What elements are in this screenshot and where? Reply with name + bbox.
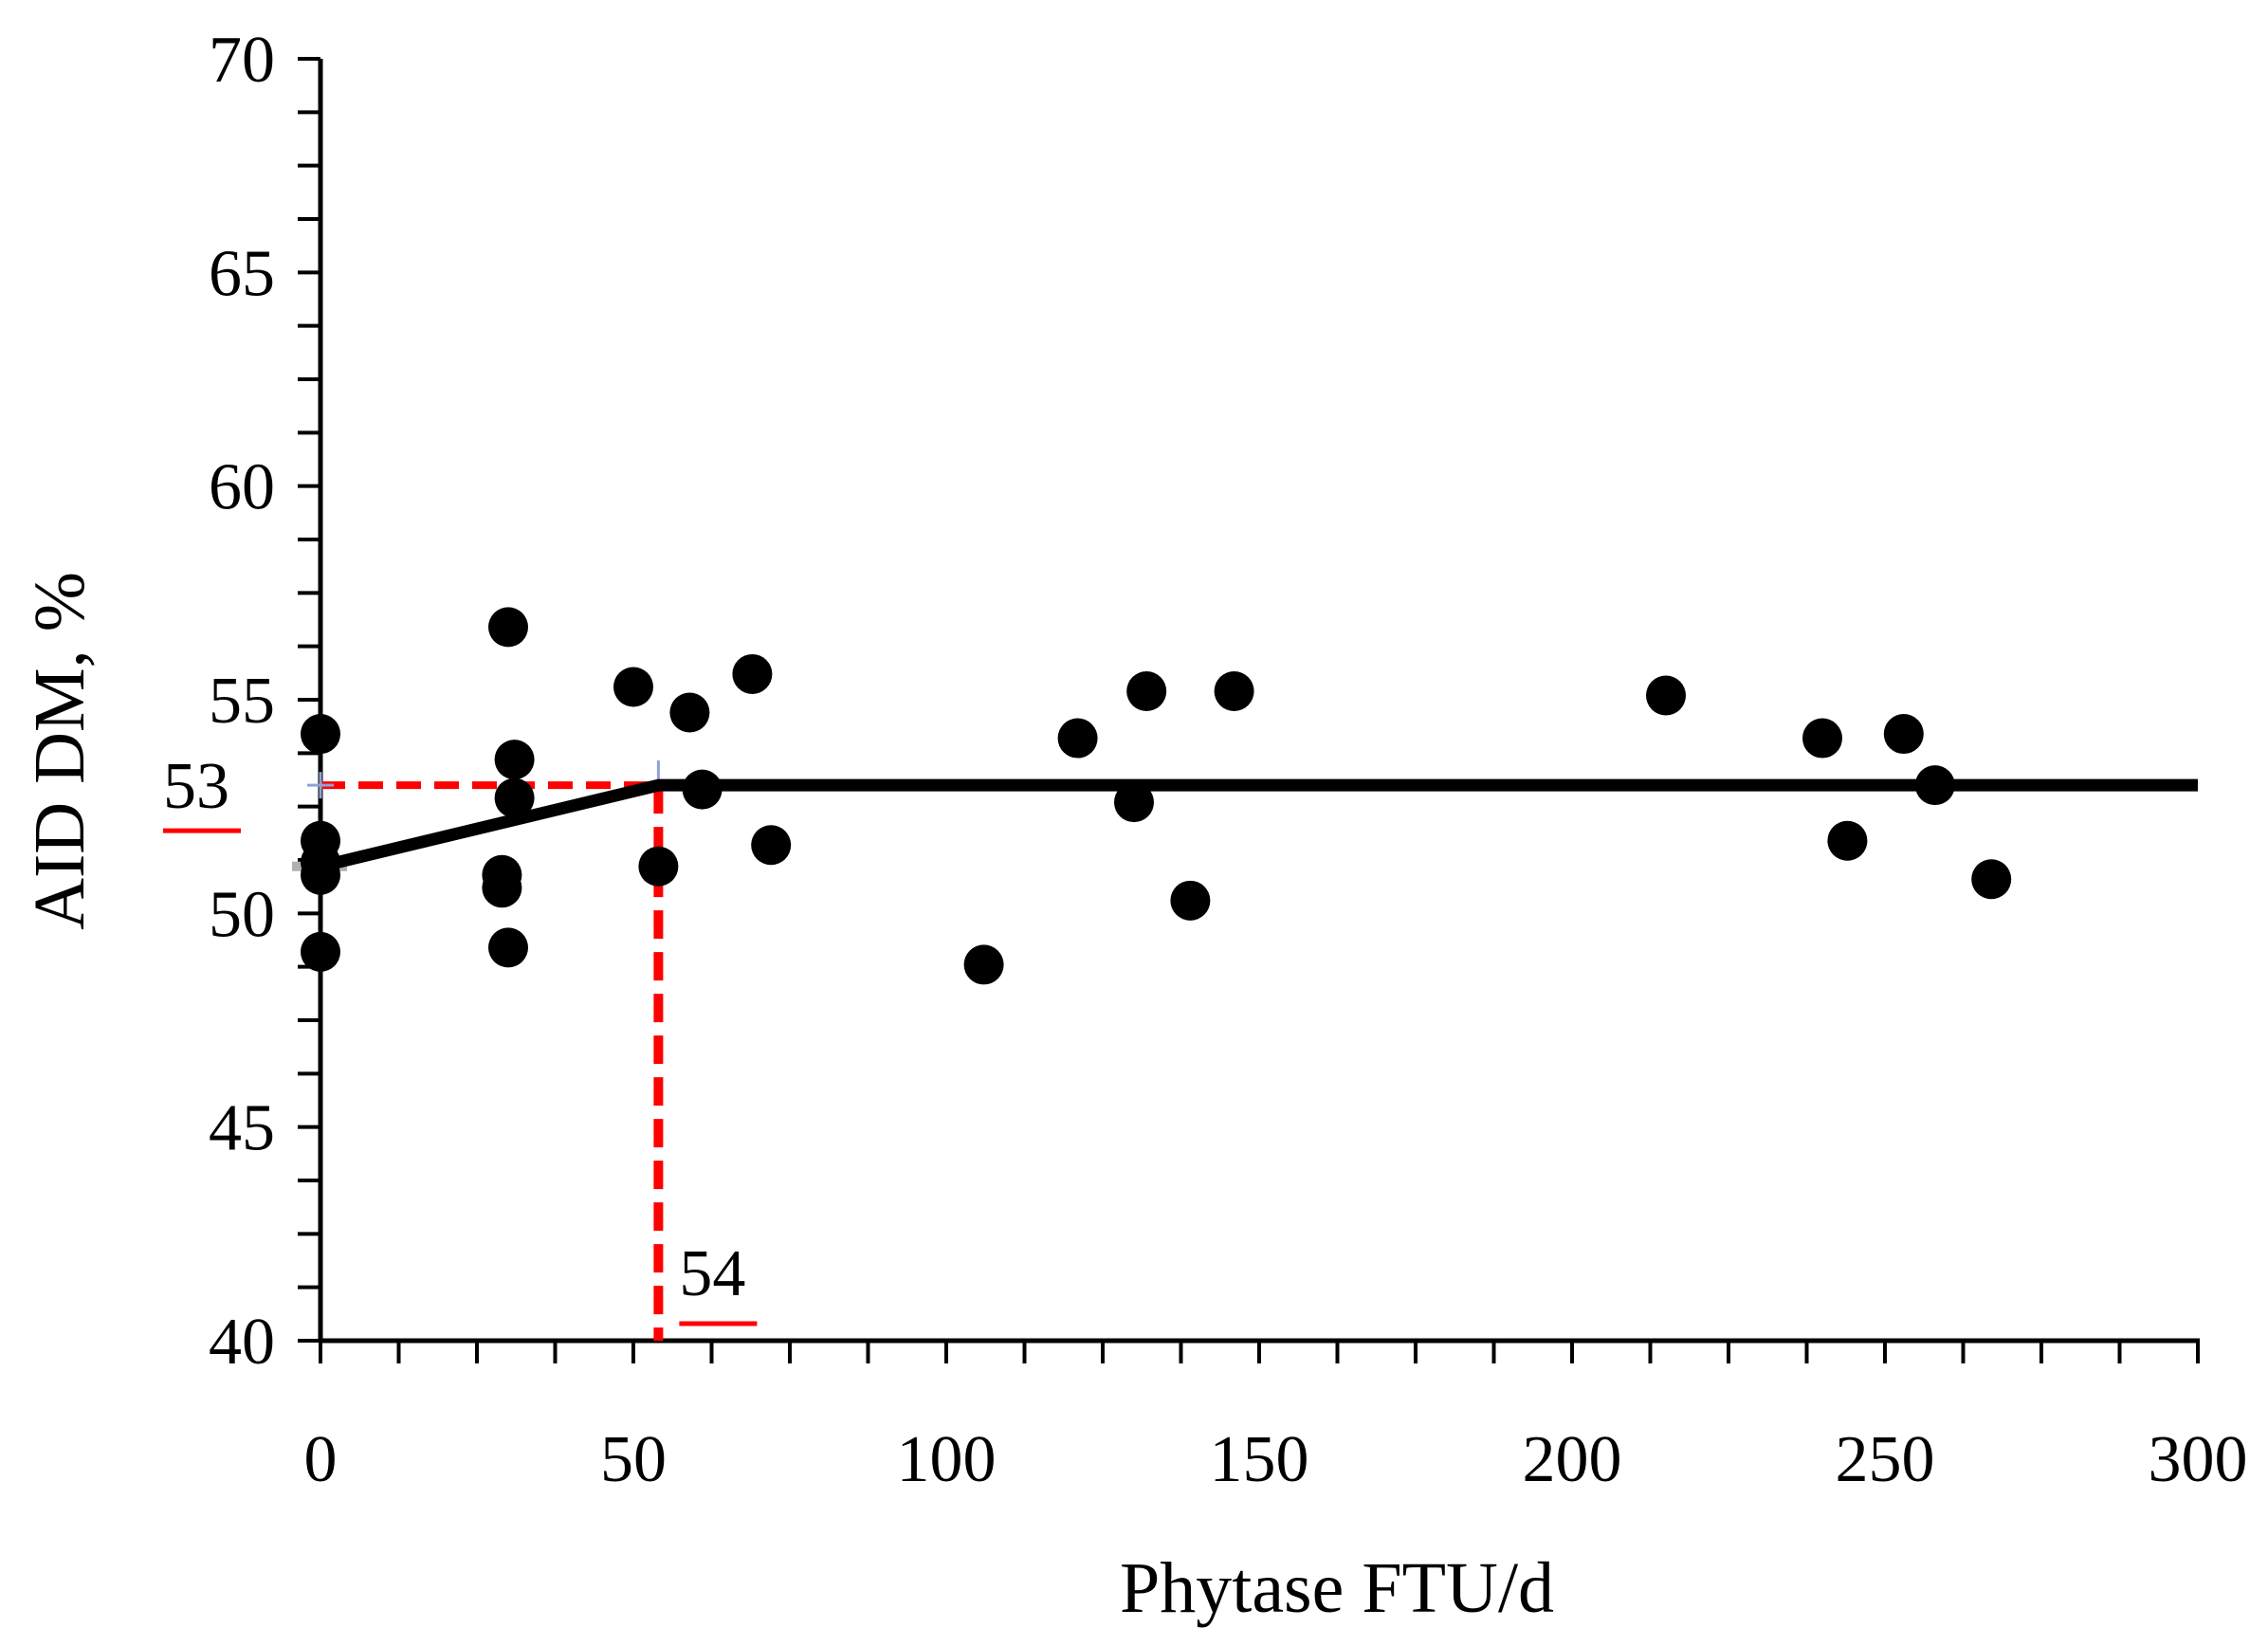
y-tick-label: 60	[209, 451, 275, 524]
data-point	[494, 777, 535, 818]
data-point	[732, 653, 773, 694]
data-point	[1971, 859, 2012, 900]
y-tick-label: 65	[209, 237, 275, 310]
fit-line	[319, 778, 2198, 873]
data-point	[1802, 718, 1842, 759]
x-axis-title: Phytase FTU/d	[1120, 1548, 1554, 1628]
data-point	[1214, 670, 1254, 711]
data-point	[1126, 670, 1167, 711]
x-tick-label: 250	[1836, 1423, 1935, 1496]
data-point	[751, 825, 792, 866]
x-tick-label: 0	[304, 1423, 338, 1496]
y-tick-label: 40	[209, 1306, 275, 1379]
labels: Phytase FTU/d AID DM, % 40 45 50 55 60 65 70 0 5…	[20, 24, 2248, 1628]
y-tick-label: 50	[209, 878, 275, 951]
data-point	[669, 692, 710, 733]
x-tick-label: 50	[600, 1423, 667, 1496]
data-point	[1827, 820, 1868, 861]
data-point	[488, 607, 528, 648]
data-point	[482, 868, 522, 908]
x-tick-label: 150	[1210, 1423, 1309, 1496]
data-point	[963, 944, 1004, 985]
y-tick-label: 55	[209, 665, 275, 738]
data-point	[1057, 718, 1098, 759]
x-tick-label: 100	[897, 1423, 997, 1496]
x-tick-label: 300	[2149, 1423, 2248, 1496]
y-tick-label: 45	[209, 1092, 275, 1165]
data-point	[613, 667, 653, 707]
data-point	[1170, 880, 1211, 921]
y-tick-label: 70	[209, 24, 275, 97]
data-point	[1914, 765, 1955, 806]
data-point	[301, 714, 340, 755]
data-point	[682, 769, 722, 810]
data-point	[494, 740, 535, 780]
data-point	[488, 927, 528, 968]
data-point	[301, 931, 340, 972]
data-point	[301, 854, 340, 895]
breakpoint-y-label: 53	[163, 750, 229, 823]
breakpoint-guides	[292, 760, 664, 1341]
axes	[298, 57, 2200, 1363]
fit-line-group	[319, 778, 2198, 873]
y-axis-title: AID DM, %	[20, 572, 100, 930]
data-points	[301, 607, 2012, 985]
breakpoint-x-label: 54	[679, 1237, 745, 1310]
data-point	[1646, 675, 1686, 716]
data-point	[1114, 782, 1154, 823]
data-point	[1883, 714, 1924, 755]
data-point	[638, 846, 679, 887]
x-tick-label: 200	[1523, 1423, 1622, 1496]
